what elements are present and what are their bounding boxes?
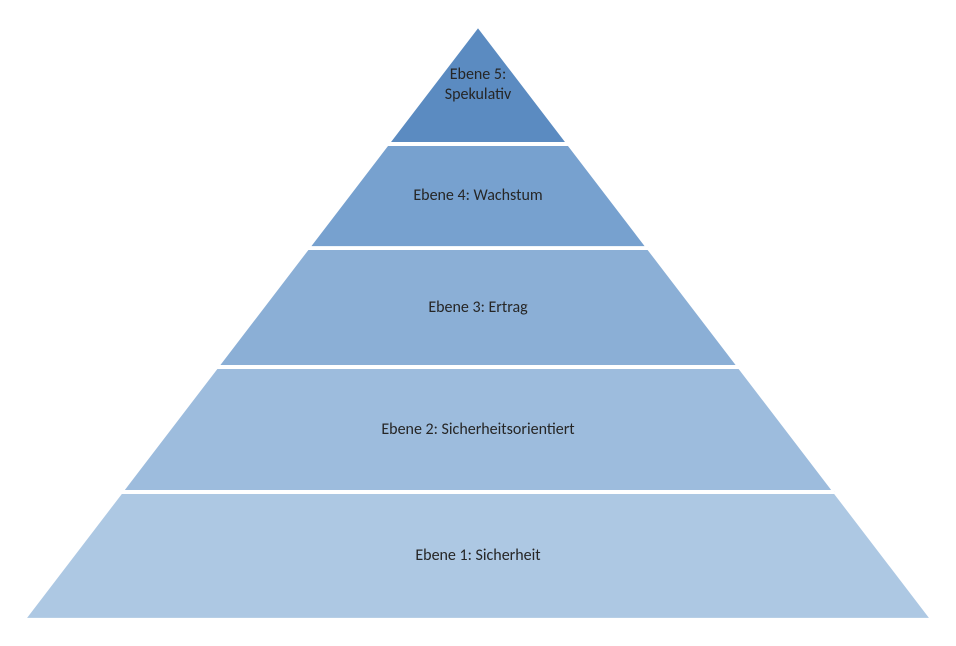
pyramid-level-4: Ebene 4: Wachstum [307,144,648,248]
pyramid-level-label: Ebene 2: Sicherheitsorientiert [375,420,580,440]
pyramid-diagram: Ebene 5:Spekulativ Ebene 4: Wachstum Ebene… [23,25,933,620]
pyramid-level-1: Ebene 1: Sicherheit [23,492,933,620]
pyramid-level-label: Ebene 4: Wachstum [407,186,548,206]
pyramid-level-3: Ebene 3: Ertrag [216,248,739,367]
pyramid-level-label: Ebene 3: Ertrag [422,298,533,318]
pyramid-level-5: Ebene 5:Spekulativ [387,25,569,144]
pyramid-level-label: Ebene 5:Spekulativ [439,65,518,105]
pyramid-level-2: Ebene 2: Sicherheitsorientiert [121,367,835,492]
pyramid-level-label: Ebene 1: Sicherheit [409,546,546,566]
